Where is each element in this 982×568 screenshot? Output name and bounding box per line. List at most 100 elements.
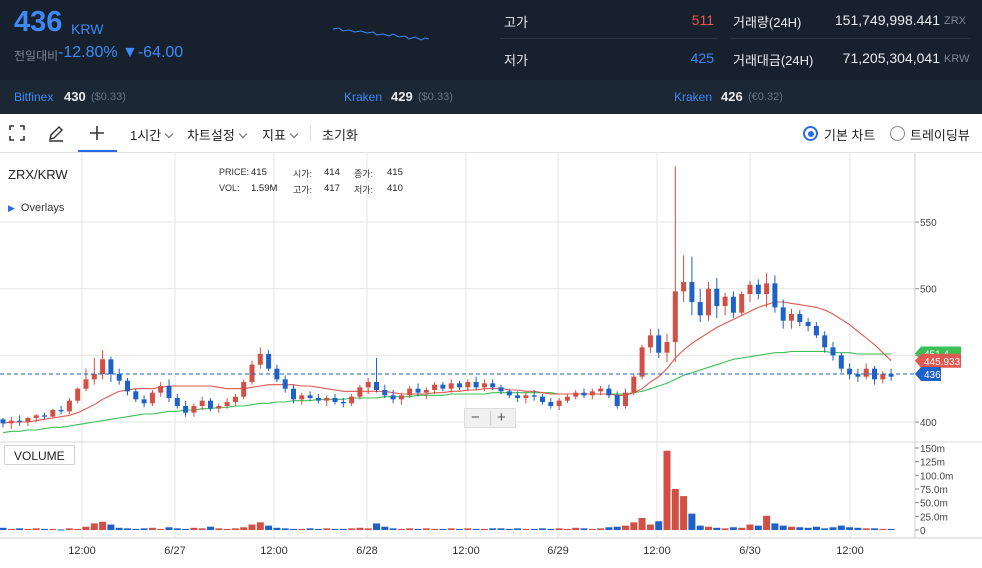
volume-bar [497, 528, 505, 530]
moving-average-red-line [2, 301, 892, 424]
change-amount: ▼-64.00 [122, 44, 184, 61]
volume-bar [431, 528, 439, 530]
basic-chart-radio[interactable] [803, 126, 818, 141]
candle-body [116, 374, 122, 381]
candle-body [83, 379, 89, 389]
volume-bar [273, 527, 281, 530]
zoom-in-button[interactable]: + [497, 409, 506, 426]
volume-bar [746, 524, 754, 530]
volume-bar [613, 526, 621, 530]
candle-body [838, 355, 844, 369]
fullscreen-icon[interactable] [6, 122, 28, 144]
chevron-down-icon [164, 129, 174, 139]
amount-label: 거래대금(24H) [733, 53, 814, 68]
volume-bar [323, 528, 331, 530]
candle-body [357, 387, 363, 397]
volume-bar [339, 528, 347, 530]
candle-body [697, 302, 703, 316]
zoom-out-button[interactable]: − [471, 409, 480, 426]
overlays-toggle[interactable]: ▶ Overlays [8, 202, 64, 214]
candle-body [689, 282, 695, 303]
candle-body [664, 342, 670, 353]
candle-body [872, 368, 877, 380]
draw-pencil-icon[interactable] [45, 122, 67, 144]
ohlc-open-value: 414 [324, 167, 340, 178]
candle-body [764, 283, 770, 295]
basic-chart-label[interactable]: 기본 차트 [824, 128, 876, 143]
ohlc-close-value: 415 [387, 167, 403, 178]
candle-body [166, 386, 172, 399]
volume-bar [173, 528, 181, 530]
candle-body [183, 406, 189, 413]
candle-body [332, 398, 338, 403]
exchange-name[interactable]: Bitfinex [14, 90, 54, 104]
chevron-down-icon [289, 129, 299, 139]
price-unit: KRW [71, 21, 104, 37]
volume-bar [240, 527, 248, 530]
candle-body [17, 420, 23, 422]
pair-label: ZRX/KRW [8, 167, 68, 182]
volume-bar [829, 527, 837, 530]
indicators-dropdown[interactable]: 지표 [262, 125, 299, 144]
volume-axis-tick-label: 150m [920, 444, 945, 455]
candle-body [623, 392, 628, 407]
x-axis-tick-label: 12:00 [643, 545, 671, 557]
candle-body [108, 359, 114, 375]
candle-body [407, 388, 413, 396]
tradingview-radio[interactable] [890, 126, 905, 141]
volume-bar [763, 515, 771, 530]
candle-body [249, 364, 255, 383]
candle-body [75, 388, 81, 401]
candle-body [730, 296, 736, 313]
y-axis-tick-label: 500 [920, 285, 937, 296]
candle-body [581, 392, 587, 396]
crosshair-icon[interactable] [86, 122, 108, 144]
reset-button[interactable]: 초기화 [322, 128, 358, 143]
volume-bar [804, 527, 812, 530]
candle-body [33, 415, 39, 419]
candle-body [855, 374, 861, 377]
candle-body [91, 374, 97, 380]
volume-bar [713, 527, 721, 530]
interval-label: 1시간 [130, 128, 162, 143]
overlays-label: Overlays [20, 202, 65, 214]
change-rate: -12.80% [58, 44, 118, 61]
ohlc-low-value: 410 [387, 183, 403, 194]
exchange-name[interactable]: Kraken [344, 90, 383, 104]
price-chart[interactable]: 12:00 6/27 12:00 6/28 12:00 6/29 12:00 6/30 12:0… [0, 153, 982, 568]
candle-body [656, 335, 662, 353]
volume-bar [256, 522, 264, 530]
candle-body [639, 347, 645, 377]
volume-bar [364, 528, 372, 530]
interval-dropdown[interactable]: 1시간 [130, 125, 174, 144]
candle-body [564, 396, 570, 401]
ohlc-vol-label: VOL: [219, 183, 240, 193]
volume-bar [414, 528, 422, 530]
volume-bar [547, 528, 555, 530]
tradingview-label[interactable]: 트레이딩뷰 [910, 128, 970, 143]
candle-body [224, 402, 230, 407]
candle-body [813, 326, 819, 336]
x-axis-tick-label: 12:00 [452, 545, 480, 557]
exchange-name[interactable]: Kraken [674, 90, 713, 104]
volume-bar [140, 528, 148, 530]
volume-bar [862, 528, 870, 530]
candle-body [805, 322, 811, 327]
volume-bar [406, 528, 414, 530]
volume-bar [771, 523, 779, 530]
volume-bar [680, 496, 688, 530]
volume-bar [729, 527, 737, 530]
volume-toggle-button[interactable]: VOLUME [4, 445, 75, 465]
volume-bar [555, 528, 563, 530]
candle-body [481, 383, 487, 388]
y-axis-tick-label: 400 [920, 418, 937, 429]
candle-body [523, 395, 529, 399]
candle-body [506, 391, 512, 396]
volume-bar [705, 526, 712, 530]
volume-bar [248, 524, 256, 530]
candle-body [772, 283, 778, 308]
sparkline-chart [333, 27, 429, 41]
volume-bar [597, 528, 605, 530]
chart-settings-dropdown[interactable]: 차트설정 [187, 125, 248, 144]
x-axis-tick-label: 6/28 [356, 545, 377, 557]
